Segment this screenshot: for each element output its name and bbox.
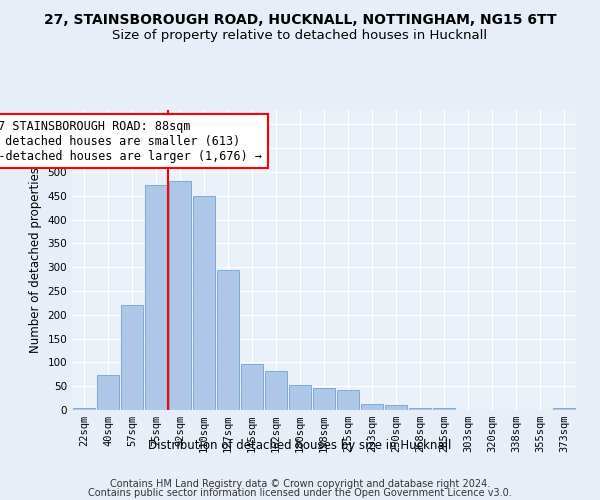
Text: Contains public sector information licensed under the Open Government Licence v3: Contains public sector information licen… <box>88 488 512 498</box>
Bar <box>73 408 95 410</box>
Bar <box>193 196 215 410</box>
Bar <box>553 408 575 410</box>
Bar <box>265 372 287 410</box>
Bar <box>409 408 431 410</box>
Bar <box>289 385 311 410</box>
Text: Contains HM Land Registry data © Crown copyright and database right 2024.: Contains HM Land Registry data © Crown c… <box>110 479 490 489</box>
Bar <box>97 375 119 410</box>
Bar <box>337 390 359 410</box>
Bar <box>217 270 239 410</box>
Bar <box>169 182 191 410</box>
Text: Distribution of detached houses by size in Hucknall: Distribution of detached houses by size … <box>148 440 452 452</box>
Y-axis label: Number of detached properties: Number of detached properties <box>29 167 42 353</box>
Bar <box>313 388 335 410</box>
Bar <box>433 408 455 410</box>
Bar <box>121 305 143 410</box>
Text: 27 STAINSBOROUGH ROAD: 88sqm
← 26% of detached houses are smaller (613)
72% of s: 27 STAINSBOROUGH ROAD: 88sqm ← 26% of de… <box>0 120 262 162</box>
Bar <box>145 185 167 410</box>
Bar <box>361 404 383 410</box>
Text: 27, STAINSBOROUGH ROAD, HUCKNALL, NOTTINGHAM, NG15 6TT: 27, STAINSBOROUGH ROAD, HUCKNALL, NOTTIN… <box>44 12 556 26</box>
Bar <box>241 364 263 410</box>
Bar <box>385 405 407 410</box>
Text: Size of property relative to detached houses in Hucknall: Size of property relative to detached ho… <box>112 29 488 42</box>
